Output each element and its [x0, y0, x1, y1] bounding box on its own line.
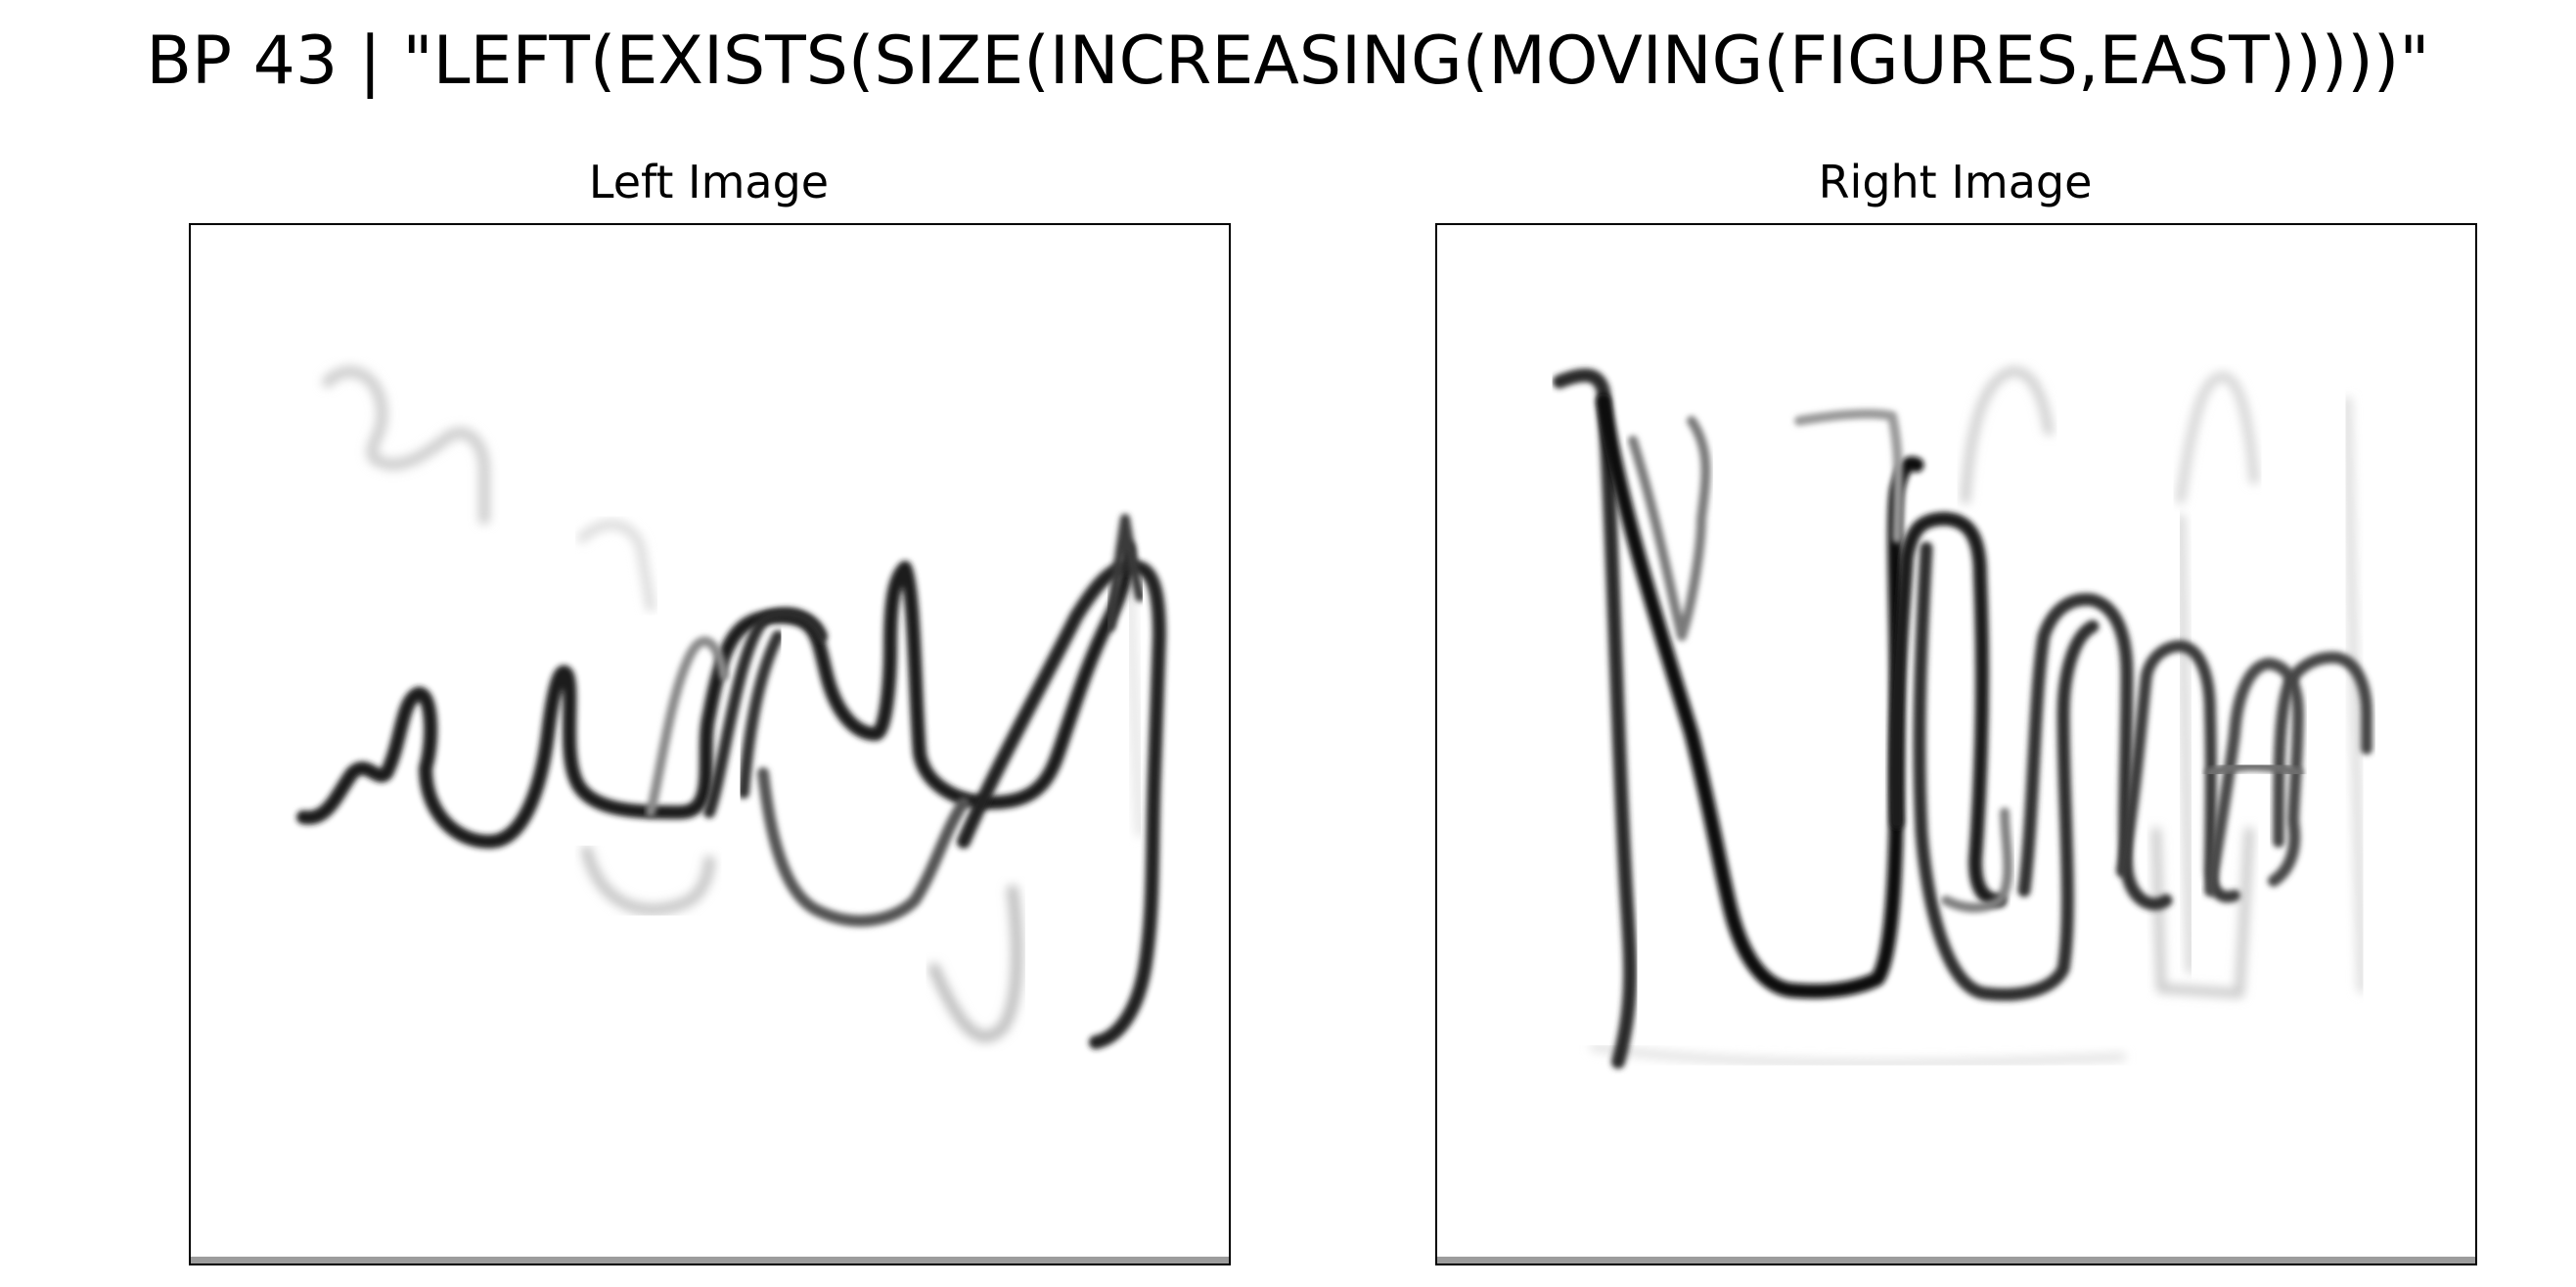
right-image-panel — [1435, 223, 2477, 1265]
right-ghost-arch-2 — [2176, 371, 2259, 504]
right-grey-cross — [2204, 760, 2304, 779]
left-ghost-stroke-mid — [577, 520, 655, 612]
left-ghost-stroke-corner — [1125, 592, 1145, 837]
left-panel-title: Left Image — [588, 156, 830, 208]
right-image-drawing — [1553, 366, 2373, 1069]
right-panel-title: Right Image — [1818, 156, 2093, 208]
right-grey-fan — [1628, 416, 1711, 641]
left-top-spike — [1106, 514, 1145, 631]
right-arch-medium — [2017, 593, 2173, 911]
right-left-zigzag — [1553, 368, 1638, 1069]
right-panel-bottom-edge — [1437, 1257, 2475, 1264]
left-hook-stroke — [738, 630, 784, 799]
left-panel-bottom-edge — [191, 1257, 1229, 1264]
left-vertical-stroke — [957, 560, 1166, 1049]
left-ghost-stroke-top — [322, 365, 490, 525]
right-ghost-arch-1 — [1961, 366, 2054, 504]
right-upper-bridge — [1794, 408, 1904, 543]
right-ghost-line-1 — [2342, 396, 2367, 993]
right-middle-loop-2 — [1913, 541, 2100, 1001]
figure-title: BP 43 | "LEFT(EXISTS(SIZE(INCREASING(MOV… — [146, 23, 2430, 100]
right-ghost-line-2 — [2176, 514, 2195, 974]
left-secondary-stroke — [703, 607, 828, 818]
left-image-drawing — [296, 365, 1166, 1049]
right-diagonal-stroke — [1596, 393, 1924, 999]
right-middle-loop-1 — [1888, 512, 2007, 907]
left-lower-loop — [757, 767, 970, 927]
left-grey-overlap — [646, 636, 729, 817]
left-main-stroke — [296, 541, 1136, 849]
right-ghost-box — [2151, 827, 2254, 998]
left-image-panel — [189, 223, 1231, 1265]
right-ghost-bottom — [1590, 1043, 2126, 1068]
left-ghost-stroke-bottom — [581, 846, 715, 916]
right-grey-inner-loop — [1941, 807, 2013, 913]
right-arch-small-3 — [2273, 651, 2373, 848]
left-ghost-stroke-right — [928, 885, 1023, 1042]
